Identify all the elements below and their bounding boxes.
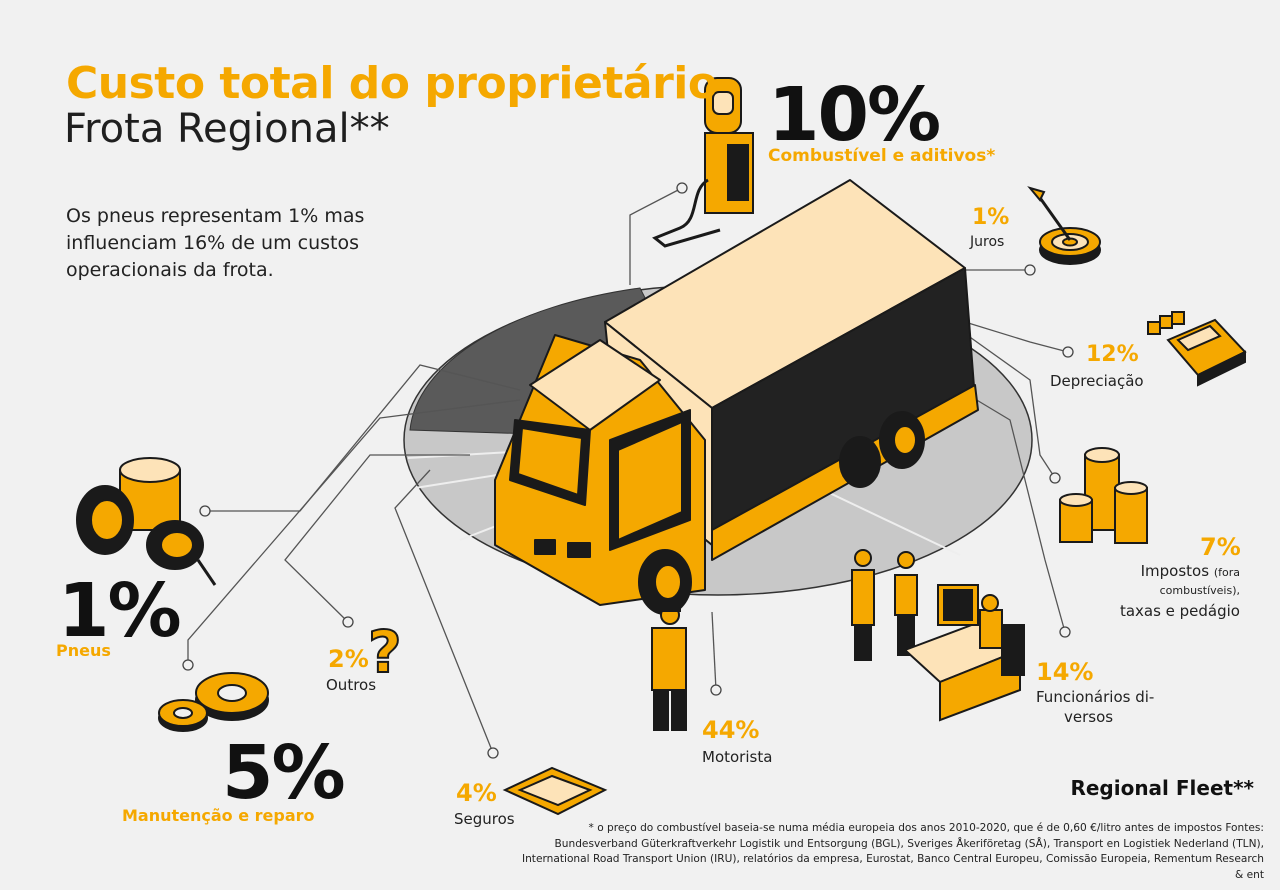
- maintenance-percent: 5%: [222, 730, 346, 816]
- question-mark-icon: ?: [367, 617, 403, 687]
- connector-lines: [187, 187, 1069, 754]
- intro-text: Os pneus representam 1% mas influenciam …: [66, 205, 365, 281]
- staff-percent: 14%: [1036, 658, 1094, 686]
- calculator-icon: [1147, 311, 1247, 387]
- insurance-percent: 4%: [456, 779, 497, 807]
- taxes-label-small2: combustíveis),: [1159, 584, 1240, 597]
- staff-label-line1: Funcionários di-: [1036, 688, 1155, 706]
- gears-icon: [158, 672, 269, 732]
- other-label: Outros: [326, 676, 377, 694]
- truck-icon: [494, 179, 979, 615]
- connector-dots: [182, 182, 1074, 759]
- page-subtitle: Frota Regional**: [64, 106, 390, 152]
- footnote: * o preço do combustível baseia-se numa …: [521, 822, 1264, 881]
- fuel-pump-icon: [652, 77, 754, 248]
- tires-label: Pneus: [56, 641, 111, 660]
- interest-label: Juros: [970, 234, 1005, 250]
- coins-icon: [1059, 447, 1148, 544]
- tires-icon: [76, 457, 217, 586]
- office-workers-icon: [851, 549, 1025, 722]
- document-icon: [502, 766, 608, 816]
- driver-label: Motorista: [702, 748, 773, 766]
- taxes-label-tail: taxas e pedágio: [1119, 602, 1240, 620]
- taxes-label-main: Impostos: [1140, 562, 1210, 580]
- depreciation-percent: 12%: [1086, 342, 1139, 367]
- depreciation-label: Depreciação: [1050, 372, 1144, 390]
- target-icon: [1027, 186, 1101, 265]
- taxes-label: Impostos (fora: [1141, 562, 1240, 580]
- driver-icon: [651, 604, 687, 731]
- taxes-label-small: (fora: [1213, 566, 1240, 579]
- staff-label-line2: versos: [1064, 708, 1114, 726]
- other-percent: 2%: [328, 645, 369, 673]
- tires-percent: 1%: [58, 568, 182, 654]
- brand-label: Regional Fleet**: [1070, 776, 1254, 800]
- interest-percent: 1%: [972, 205, 1010, 230]
- insurance-label: Seguros: [454, 810, 515, 828]
- fuel-label: Combustível e aditivos*: [768, 146, 996, 166]
- page-title: Custo total do proprietário: [66, 58, 718, 109]
- fuel-percent: 10%: [768, 72, 941, 158]
- taxes-percent: 7%: [1200, 533, 1241, 561]
- driver-percent: 44%: [702, 716, 760, 744]
- svg-text:?: ?: [368, 618, 402, 686]
- maintenance-label: Manutenção e reparo: [122, 806, 315, 825]
